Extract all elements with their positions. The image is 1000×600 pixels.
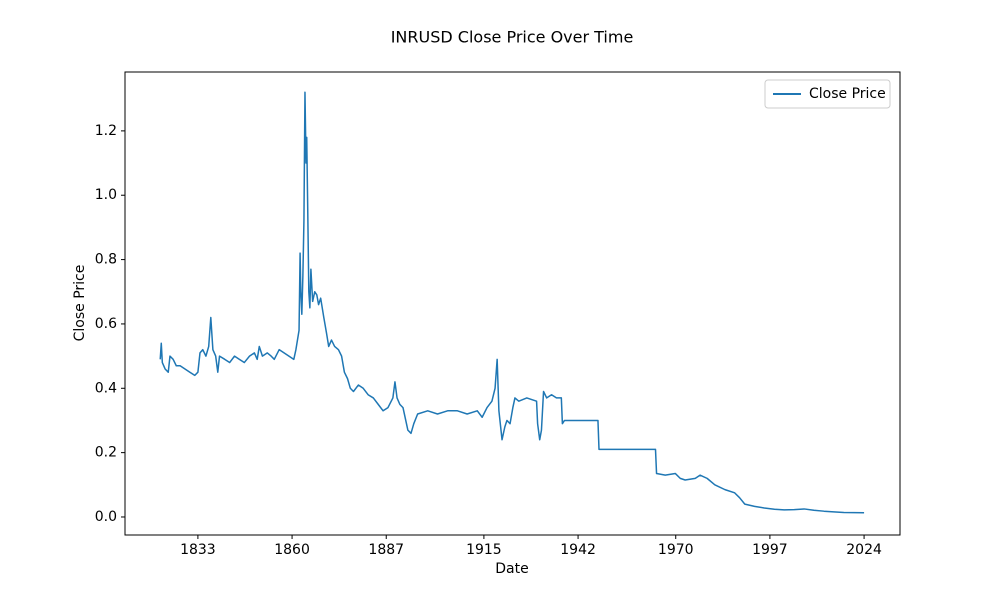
line-series (159, 91, 865, 514)
x-tick-label: 1860 (274, 542, 310, 558)
y-tick-label: 0.6 (95, 316, 117, 332)
x-tick-label: 1942 (560, 542, 596, 558)
legend-label: Close Price (809, 86, 886, 102)
y-tick-label: 1.0 (95, 187, 117, 203)
x-tick-label: 1915 (466, 542, 502, 558)
x-tick-label: 2024 (846, 542, 882, 558)
y-axis-label: Close Price (72, 265, 88, 342)
x-tick-label: 1887 (368, 542, 404, 558)
y-tick-label: 1.2 (95, 123, 117, 139)
x-axis-label: Date (495, 561, 528, 577)
x-tick-label: 1970 (658, 542, 694, 558)
plot-frame (124, 71, 901, 536)
y-tick-label: 0.0 (95, 509, 117, 525)
x-tick-label: 1997 (752, 542, 788, 558)
y-tick-label: 0.2 (95, 445, 117, 461)
legend-box (764, 79, 891, 109)
y-tick-label: 0.8 (95, 252, 117, 268)
y-tick-label: 0.4 (95, 380, 117, 396)
chart-title: INRUSD Close Price Over Time (391, 28, 634, 47)
x-tick-label: 1833 (180, 542, 216, 558)
